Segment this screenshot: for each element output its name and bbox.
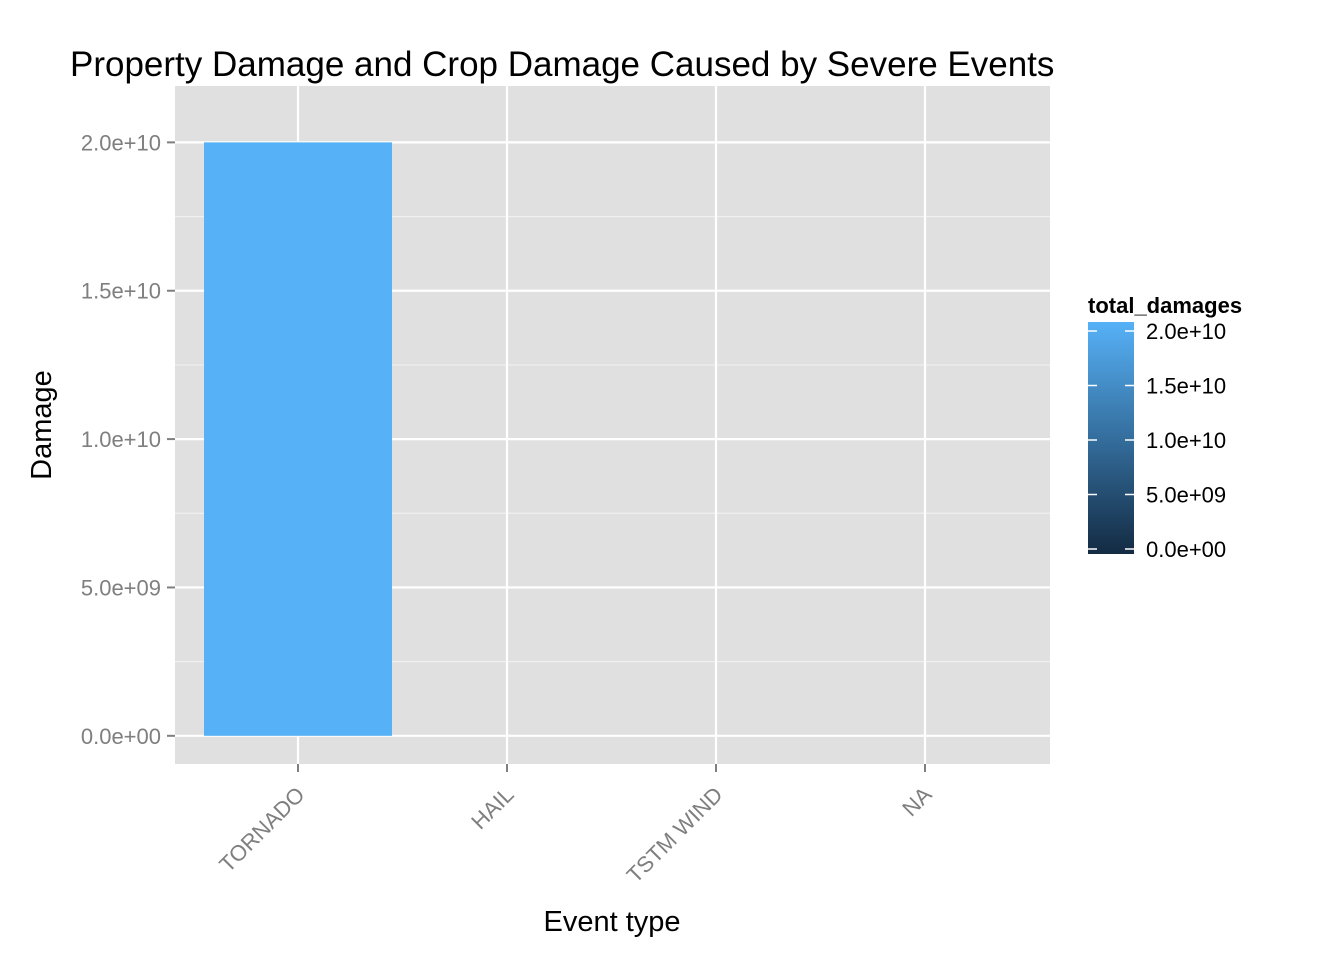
y-axis-title: Damage <box>26 370 58 480</box>
legend-tick-label: 1.5e+10 <box>1146 374 1226 399</box>
y-tick-label: 2.0e+10 <box>81 130 161 155</box>
legend-ticks: 0.0e+00 5.0e+09 1.0e+10 1.5e+10 2.0e+10 <box>1088 319 1226 562</box>
x-tick-label: TSTM WIND <box>622 782 728 888</box>
legend-tick-label: 5.0e+09 <box>1146 483 1226 508</box>
bars <box>204 142 392 736</box>
y-tick-label: 1.5e+10 <box>81 279 161 304</box>
y-tick-label: 0.0e+00 <box>81 724 161 749</box>
chart-title: Property Damage and Crop Damage Caused b… <box>70 45 1054 84</box>
x-axis-ticks: TORNADO HAIL TSTM WIND NA <box>214 764 937 888</box>
x-tick-label: HAIL <box>466 782 518 834</box>
legend-tick-label: 0.0e+00 <box>1146 537 1226 562</box>
legend-colorbar <box>1088 322 1134 554</box>
legend: total_damages 0.0e+00 5.0e+09 1.0e+10 1.5e+… <box>1088 293 1242 562</box>
y-axis-ticks: 0.0e+00 5.0e+09 1.0e+10 1.5e+10 2.0e+10 <box>81 130 175 749</box>
legend-title: total_damages <box>1088 293 1242 318</box>
legend-tick-label: 1.0e+10 <box>1146 428 1226 453</box>
legend-tick-label: 2.0e+10 <box>1146 319 1226 344</box>
y-tick-label: 5.0e+09 <box>81 575 161 600</box>
x-tick-label: NA <box>897 782 937 822</box>
y-tick-label: 1.0e+10 <box>81 427 161 452</box>
x-axis-title: Event type <box>543 906 680 938</box>
bar-tornado <box>204 142 392 736</box>
x-tick-label: TORNADO <box>214 782 309 877</box>
